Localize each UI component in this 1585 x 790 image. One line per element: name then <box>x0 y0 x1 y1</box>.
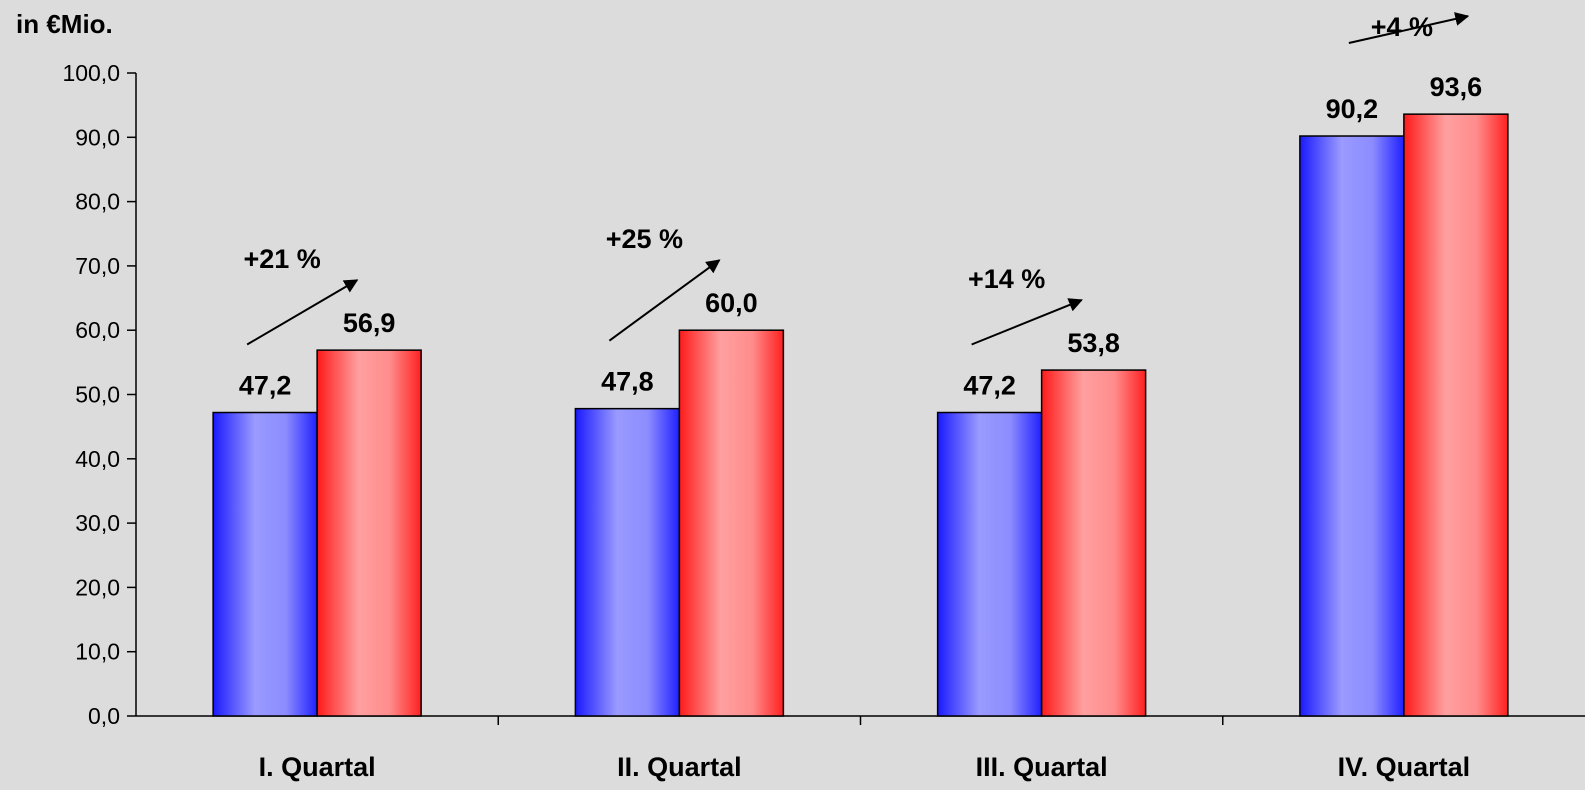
bar-blue <box>574 407 681 717</box>
y-tick-label: 80,0 <box>75 189 120 215</box>
data-label: 60,0 <box>705 288 758 318</box>
y-tick-label: 40,0 <box>75 446 120 472</box>
data-labels: 47,2 56,9 47,8 60,0 47,2 53,8 90,2 93,6 <box>239 72 1482 400</box>
bar-blue <box>936 411 1043 717</box>
y-tick-label: 100,0 <box>62 60 120 86</box>
bars <box>212 113 1509 717</box>
growth-label: +21 % <box>243 244 320 274</box>
y-axis: 0,0 10,0 20,0 30,0 40,0 50,0 60,0 70,0 80,0 90,0 1… <box>62 60 137 729</box>
y-tick-label: 50,0 <box>75 382 120 408</box>
bar-red <box>316 349 422 717</box>
y-tick-label: 60,0 <box>75 317 120 343</box>
x-tick-label: III. Quartal <box>976 752 1108 782</box>
growth-arrow <box>608 259 721 342</box>
data-label: 56,9 <box>343 308 396 338</box>
data-label: 53,8 <box>1067 328 1120 358</box>
growth-label: +14 % <box>968 264 1045 294</box>
x-tick-label: II. Quartal <box>617 752 742 782</box>
data-label: 93,6 <box>1430 72 1483 102</box>
bar-blue <box>212 411 318 717</box>
y-tick-label: 0,0 <box>88 703 120 729</box>
growth-arrow <box>246 279 359 346</box>
data-label: 47,2 <box>239 371 292 401</box>
data-label: 47,2 <box>963 371 1016 401</box>
y-tick-label: 30,0 <box>75 510 120 536</box>
growth-arrow <box>1348 12 1470 44</box>
y-tick-label: 10,0 <box>75 639 120 665</box>
data-label: 47,8 <box>601 367 654 397</box>
growth-label: +25 % <box>606 224 683 254</box>
bar-red <box>1040 369 1147 717</box>
y-tick-label: 70,0 <box>75 253 120 279</box>
y-tick-label: 90,0 <box>75 124 120 150</box>
y-axis-label: in €Mio. <box>16 9 113 39</box>
data-label: 90,2 <box>1326 94 1379 124</box>
bar-red <box>678 329 785 717</box>
bar-red <box>1403 113 1509 717</box>
growth-annotations: +21 % +25 % +14 % +4 % <box>243 12 1470 346</box>
growth-arrow <box>971 298 1083 346</box>
bar-blue <box>1299 135 1405 717</box>
growth-label: +4 % <box>1371 12 1433 42</box>
x-axis: I. Quartal II. Quartal III. Quartal IV. Qua… <box>136 715 1585 782</box>
x-tick-label: I. Quartal <box>259 752 376 782</box>
x-tick-label: IV. Quartal <box>1338 752 1471 782</box>
y-tick-label: 20,0 <box>75 574 120 600</box>
